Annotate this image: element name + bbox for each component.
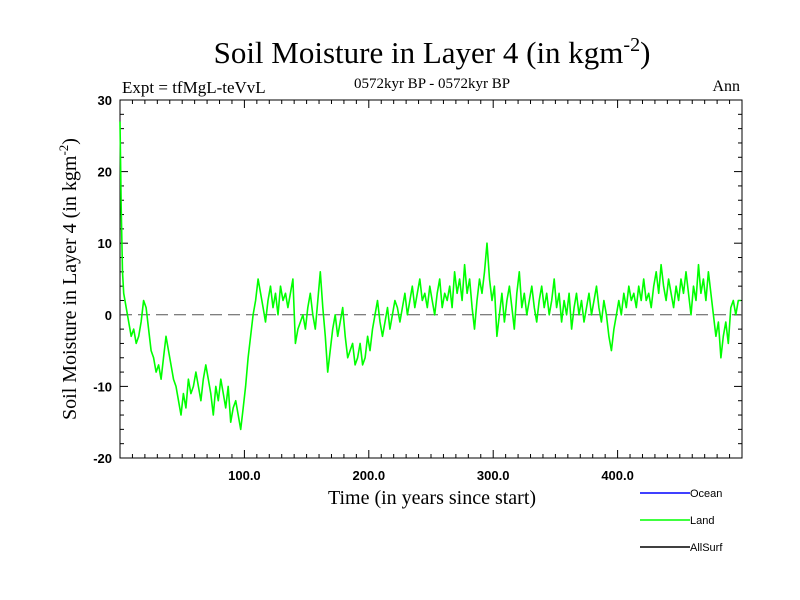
season-label: Ann — [712, 78, 740, 95]
y-tick-label: 30 — [98, 93, 112, 108]
legend-label-land: Land — [690, 515, 714, 527]
y-tick-label: 0 — [105, 308, 112, 323]
y-tick-label: -10 — [93, 379, 112, 394]
y-axis-label: Soil Moisture in Layer 4 (in kgm-2) — [56, 138, 81, 420]
axis-ticks: 100.0 200.0 300.0 400.0 30 20 10 0 -10 -20 — [93, 93, 742, 483]
x-tick-label: 100.0 — [228, 468, 261, 483]
plot-frame — [119, 99, 743, 459]
experiment-label: Expt = tfMgL-teVvL — [122, 78, 266, 97]
series-line-land — [119, 121, 741, 431]
y-tick-label: 20 — [98, 165, 112, 180]
y-tick-label: -20 — [93, 451, 112, 466]
x-tick-label: 200.0 — [353, 468, 386, 483]
x-tick-label: 300.0 — [477, 468, 510, 483]
y-tick-label: 10 — [98, 236, 112, 251]
x-axis-label: Time (in years since start) — [328, 487, 536, 509]
series-layer — [119, 121, 741, 431]
legend-label-ocean: Ocean — [690, 488, 722, 500]
chart-title: Soil Moisture in Layer 4 (in kgm-2) — [214, 34, 651, 70]
legend: Ocean Land AllSurf — [640, 488, 723, 554]
x-tick-label: 400.0 — [601, 468, 634, 483]
period-label: 0572kyr BP - 0572kyr BP — [354, 76, 510, 92]
legend-label-allsurf: AllSurf — [690, 542, 723, 554]
